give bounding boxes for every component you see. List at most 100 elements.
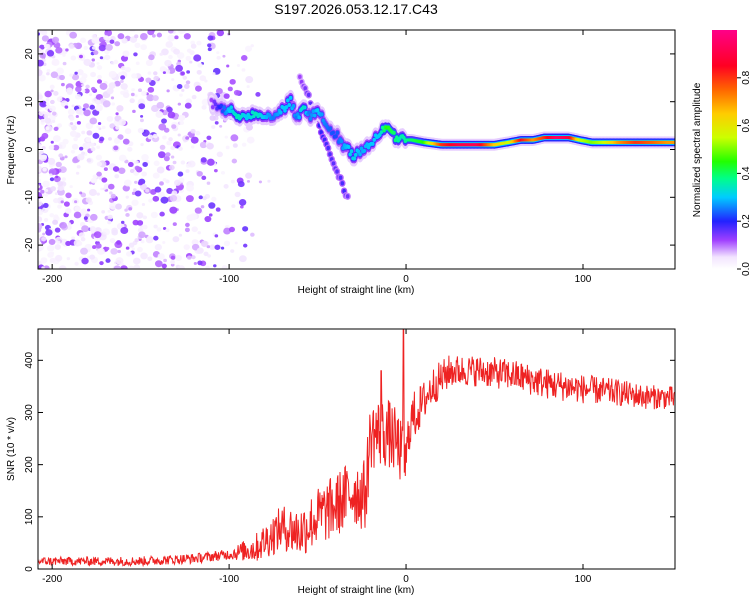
noise-speckle (228, 226, 235, 233)
ridge-core (308, 116, 313, 121)
noise-speckle (250, 44, 254, 48)
noise-speckle (38, 185, 41, 189)
noise-speckle (85, 137, 92, 143)
noise-speckle (117, 249, 122, 254)
noise-speckle (153, 235, 159, 241)
noise-speckle (124, 128, 132, 135)
noise-speckle (205, 265, 210, 269)
noise-speckle (131, 247, 136, 251)
noise-speckle (234, 191, 241, 198)
noise-speckle (208, 202, 216, 209)
noise-speckle (165, 228, 170, 233)
noise-speckle (195, 130, 201, 136)
snr-x-label: Height of straight line (km) (298, 585, 415, 596)
y-tick-label: 100 (24, 508, 35, 525)
noise-speckle (168, 54, 173, 60)
noise-speckle (120, 265, 128, 269)
noise-speckle (76, 241, 83, 246)
noise-speckle (107, 214, 113, 220)
noise-speckle (48, 238, 56, 245)
noise-speckle (56, 96, 63, 102)
noise-speckle (171, 124, 177, 129)
noise-speckle (159, 211, 165, 217)
noise-speckle (38, 178, 41, 184)
noise-speckle (41, 132, 49, 139)
noise-speckle (120, 75, 126, 80)
spectrogram-y-label: Frequency (Hz) (6, 116, 17, 185)
y-tick-label: 20 (24, 48, 35, 60)
ridge-core (291, 104, 296, 109)
noise-speckle (61, 177, 66, 182)
noise-speckle (135, 61, 140, 66)
noise-speckle (170, 259, 176, 265)
noise-speckle (216, 55, 221, 60)
noise-speckle (102, 100, 111, 108)
ridge-core (307, 110, 311, 115)
noise-speckle (81, 130, 86, 135)
ridge-core (370, 141, 375, 146)
ridge-core (382, 128, 386, 133)
noise-speckle (52, 111, 57, 116)
noise-speckle (76, 120, 81, 125)
noise-speckle (185, 222, 190, 227)
noise-speckle (120, 66, 126, 71)
noise-speckle (137, 127, 145, 134)
ridge-core (379, 130, 384, 135)
noise-speckle (120, 83, 128, 90)
noise-speckle (243, 243, 248, 248)
noise-speckle (55, 46, 63, 54)
noise-speckle (69, 130, 78, 137)
noise-speckle (131, 191, 136, 196)
noise-speckle (223, 240, 231, 247)
noise-speckle (80, 208, 88, 215)
noise-speckle (51, 36, 60, 44)
noise-speckle (38, 32, 41, 36)
noise-speckle (153, 75, 159, 81)
noise-speckle (99, 261, 104, 266)
ridge-core (303, 105, 307, 110)
branch-mark (306, 92, 311, 98)
noise-speckle (74, 261, 79, 266)
noise-speckle (105, 44, 113, 51)
noise-speckle (67, 108, 75, 116)
noise-speckle (152, 133, 158, 139)
noise-speckle (141, 153, 149, 161)
noise-speckle (99, 82, 108, 90)
noise-speckle (49, 84, 55, 90)
noise-speckle (176, 83, 183, 90)
noise-speckle (79, 191, 83, 195)
noise-speckle (41, 266, 45, 269)
noise-speckle (69, 44, 75, 49)
noise-speckle (53, 198, 59, 204)
noise-speckle (170, 145, 175, 151)
ridge-core (209, 97, 214, 102)
noise-speckle (173, 48, 180, 55)
noise-speckle (193, 262, 197, 265)
noise-speckle (176, 61, 181, 67)
ridge-core (320, 112, 324, 117)
noise-speckle (132, 257, 141, 265)
noise-speckle (191, 255, 196, 260)
noise-speckle (212, 72, 216, 76)
noise-speckle (49, 213, 55, 218)
noise-speckle (166, 140, 172, 146)
ridge-core (297, 115, 301, 120)
noise-speckle (54, 244, 62, 250)
noise-speckle (134, 165, 140, 171)
branch-mark (331, 161, 336, 166)
noise-speckle (222, 54, 226, 58)
noise-speckle (93, 231, 102, 239)
noise-speckle (88, 188, 97, 197)
noise-speckle (42, 202, 49, 208)
noise-speckle (241, 142, 247, 147)
noise-speckle (148, 54, 155, 61)
noise-speckle (118, 154, 127, 162)
noise-speckle (97, 74, 102, 80)
noise-speckle (182, 75, 188, 80)
noise-speckle (104, 54, 111, 61)
noise-speckle (196, 69, 202, 75)
noise-speckle (96, 125, 100, 129)
noise-speckle (177, 265, 185, 269)
noise-speckle (177, 102, 182, 106)
